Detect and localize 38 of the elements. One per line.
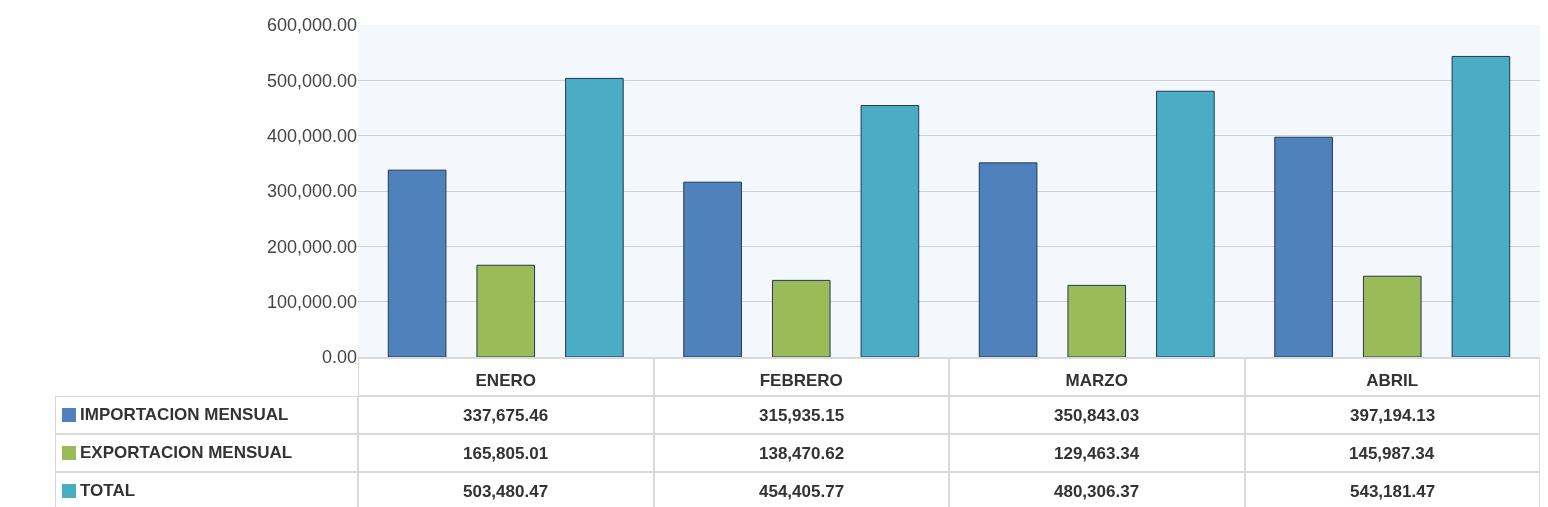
x-tick-label: FEBRERO <box>759 371 843 391</box>
x-tick-label: ABRIL <box>1366 371 1419 391</box>
data-label: 503,480.47 <box>463 482 549 501</box>
bar <box>565 77 624 357</box>
y-tick-label: 100,000.00 <box>266 291 357 312</box>
y-tick-label: 200,000.00 <box>266 236 357 257</box>
y-tick-label: 0.00 <box>321 347 357 368</box>
data-label: 145,987.34 <box>1349 444 1435 463</box>
data-label: 543,181.47 <box>1350 482 1436 501</box>
data-label: 454,405.77 <box>759 482 845 501</box>
data-label: 165,805.01 <box>463 444 549 463</box>
data-label: 129,463.34 <box>1054 444 1140 463</box>
y-tick-label: 300,000.00 <box>266 181 357 202</box>
bar <box>860 105 920 357</box>
legend-label: TOTAL <box>80 481 136 501</box>
bar <box>1067 284 1127 357</box>
bar <box>387 169 447 357</box>
bar <box>978 162 1038 357</box>
y-tick-label: 600,000.00 <box>266 15 357 36</box>
bar <box>1362 275 1422 357</box>
x-tick-label: MARZO <box>1065 371 1128 391</box>
bar <box>1156 90 1215 357</box>
data-label: 480,306.37 <box>1054 482 1140 501</box>
data-label: 350,843.03 <box>1054 406 1140 425</box>
bar <box>683 181 742 357</box>
x-tick-label: ENERO <box>475 371 536 391</box>
data-label: 138,470.62 <box>759 444 845 463</box>
data-label: 337,675.46 <box>463 406 549 425</box>
bar <box>1451 55 1511 357</box>
y-tick-label: 400,000.00 <box>266 125 357 146</box>
data-label: 397,194.13 <box>1350 406 1436 425</box>
bar <box>476 264 536 357</box>
data-label: 315,935.15 <box>759 406 845 425</box>
legend-label: IMPORTACION MENSUAL <box>80 405 289 425</box>
legend-label: EXPORTACION MENSUAL <box>80 443 293 463</box>
bar <box>1274 136 1333 357</box>
bar <box>771 279 831 357</box>
y-tick-label: 500,000.00 <box>266 70 357 91</box>
